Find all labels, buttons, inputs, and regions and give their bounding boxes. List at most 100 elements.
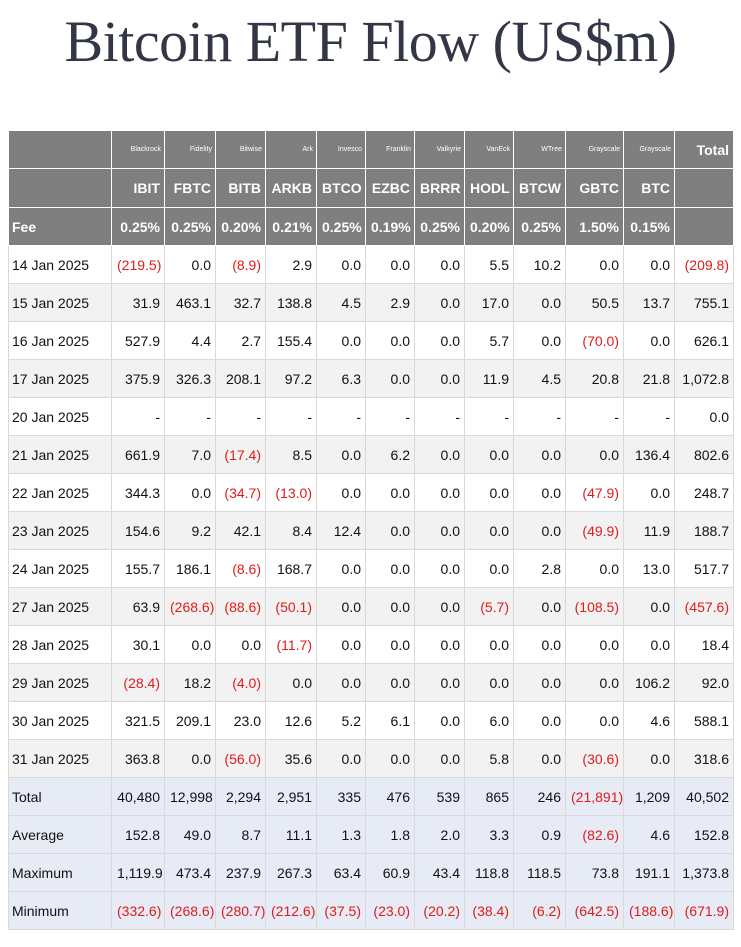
flow-cell: 155.4 bbox=[265, 321, 317, 360]
flow-cell: 0.0 bbox=[464, 435, 514, 474]
row-total-cell: 802.6 bbox=[674, 435, 734, 474]
flow-cell: 0.0 bbox=[464, 511, 514, 550]
flow-cell: 0.0 bbox=[164, 473, 216, 512]
flow-cell: (6.2) bbox=[513, 891, 566, 930]
flow-cell: (21,891) bbox=[565, 777, 624, 816]
flow-cell: (23.0) bbox=[365, 891, 415, 930]
flow-cell: 1,209 bbox=[623, 777, 675, 816]
fee-cell: 0.25% bbox=[164, 207, 216, 246]
flow-cell: (642.5) bbox=[565, 891, 624, 930]
flow-cell: 97.2 bbox=[265, 359, 317, 398]
flow-cell: 4.6 bbox=[623, 701, 675, 740]
flow-cell: - bbox=[414, 397, 465, 436]
row-total-cell: 18.4 bbox=[674, 625, 734, 664]
summary-row-label: Total bbox=[8, 777, 112, 816]
ticker-header: IBIT bbox=[111, 168, 165, 208]
flow-cell: 0.0 bbox=[365, 359, 415, 398]
fee-cell: 0.25% bbox=[316, 207, 366, 246]
flow-cell: 0.0 bbox=[464, 663, 514, 702]
flow-cell: 0.0 bbox=[316, 435, 366, 474]
flow-cell: 0.0 bbox=[623, 625, 675, 664]
flow-cell: 7.0 bbox=[164, 435, 216, 474]
flow-cell: 20.8 bbox=[565, 359, 624, 398]
flow-cell: 0.0 bbox=[513, 587, 566, 626]
flow-cell: 191.1 bbox=[623, 853, 675, 892]
flow-cell: 2.8 bbox=[513, 549, 566, 588]
flow-cell: (212.6) bbox=[265, 891, 317, 930]
flow-cell: 0.0 bbox=[513, 283, 566, 322]
flow-cell: (108.5) bbox=[565, 587, 624, 626]
row-total-cell: 0.0 bbox=[674, 397, 734, 436]
flow-cell: 63.9 bbox=[111, 587, 165, 626]
flow-cell: 237.9 bbox=[215, 853, 266, 892]
flow-cell: 6.2 bbox=[365, 435, 415, 474]
ticker-header: BRRR bbox=[414, 168, 465, 208]
table-row: 31 Jan 2025 363.8 0.0 (56.0) 35.6 0.0 0.0 0.0 5.… bbox=[8, 739, 734, 778]
flow-cell: 186.1 bbox=[164, 549, 216, 588]
table-row-label: 22 Jan 2025 bbox=[8, 473, 112, 512]
flow-cell: 60.9 bbox=[365, 853, 415, 892]
table-row-label: 29 Jan 2025 bbox=[8, 663, 112, 702]
row-total-cell: (209.8) bbox=[674, 245, 734, 284]
flow-cell: 1.3 bbox=[316, 815, 366, 854]
issuer-header: Grayscale bbox=[623, 130, 675, 169]
flow-cell: 0.0 bbox=[623, 245, 675, 284]
flow-cell: - bbox=[265, 397, 317, 436]
flow-cell: (11.7) bbox=[265, 625, 317, 664]
flow-cell: (188.6) bbox=[623, 891, 675, 930]
table-row: 15 Jan 2025 31.9 463.1 32.7 138.8 4.5 2.9 0.0 17… bbox=[8, 283, 734, 322]
flow-cell: 17.0 bbox=[464, 283, 514, 322]
table-row-label: 15 Jan 2025 bbox=[8, 283, 112, 322]
row-total-cell: 626.1 bbox=[674, 321, 734, 360]
ticker-row: IBIT FBTC BITB ARKB BTCO EZBC BRRR HODL … bbox=[8, 168, 734, 208]
table-row-label: 30 Jan 2025 bbox=[8, 701, 112, 740]
flow-cell: 43.4 bbox=[414, 853, 465, 892]
row-total-cell: 92.0 bbox=[674, 663, 734, 702]
flow-cell: 32.7 bbox=[215, 283, 266, 322]
flow-cell: 31.9 bbox=[111, 283, 165, 322]
flow-cell: (5.7) bbox=[464, 587, 514, 626]
issuer-header: Valkyrie bbox=[414, 130, 465, 169]
flow-cell: 0.0 bbox=[414, 701, 465, 740]
row-total-cell: 188.7 bbox=[674, 511, 734, 550]
table-row-label: 24 Jan 2025 bbox=[8, 549, 112, 588]
flow-cell: 0.0 bbox=[365, 245, 415, 284]
flow-cell: 2.0 bbox=[414, 815, 465, 854]
flow-cell: 375.9 bbox=[111, 359, 165, 398]
flow-cell: (280.7) bbox=[215, 891, 266, 930]
table-row-label: 20 Jan 2025 bbox=[8, 397, 112, 436]
row-total-cell: 248.7 bbox=[674, 473, 734, 512]
flow-cell: 0.0 bbox=[316, 587, 366, 626]
flow-cell: (50.1) bbox=[265, 587, 317, 626]
table-row-label: 28 Jan 2025 bbox=[8, 625, 112, 664]
flow-cell: 18.2 bbox=[164, 663, 216, 702]
etf-flow-table: Blackrock Fidelity Bitwise Ark Invesco F… bbox=[8, 130, 734, 930]
flow-cell: 106.2 bbox=[623, 663, 675, 702]
flow-cell: 5.7 bbox=[464, 321, 514, 360]
table-row-label: 27 Jan 2025 bbox=[8, 587, 112, 626]
flow-cell: 11.9 bbox=[464, 359, 514, 398]
flow-cell: (268.6) bbox=[164, 587, 216, 626]
flow-cell: (38.4) bbox=[464, 891, 514, 930]
flow-cell: 4.6 bbox=[623, 815, 675, 854]
flow-cell: 118.8 bbox=[464, 853, 514, 892]
flow-cell: 0.0 bbox=[316, 625, 366, 664]
flow-cell: 0.0 bbox=[414, 359, 465, 398]
flow-cell: (49.9) bbox=[565, 511, 624, 550]
flow-cell: (28.4) bbox=[111, 663, 165, 702]
fee-cell: 0.21% bbox=[265, 207, 317, 246]
summary-row-label: Average bbox=[8, 815, 112, 854]
flow-cell: 0.0 bbox=[365, 625, 415, 664]
fee-cell: 1.50% bbox=[565, 207, 624, 246]
flow-cell: 5.2 bbox=[316, 701, 366, 740]
flow-cell: 0.0 bbox=[414, 321, 465, 360]
table-row: 23 Jan 2025 154.6 9.2 42.1 8.4 12.4 0.0 0.0 0.0 0… bbox=[8, 511, 734, 550]
table-row: 21 Jan 2025 661.9 7.0 (17.4) 8.5 0.0 6.2 0.0 0.0… bbox=[8, 435, 734, 474]
flow-cell: (8.6) bbox=[215, 549, 266, 588]
issuer-header: WTree bbox=[513, 130, 566, 169]
flow-cell: - bbox=[365, 397, 415, 436]
table-header: Blackrock Fidelity Bitwise Ark Invesco F… bbox=[8, 130, 734, 246]
table-row: 27 Jan 2025 63.9 (268.6) (88.6) (50.1) 0.0 0.0… bbox=[8, 587, 734, 626]
fee-cell: 0.20% bbox=[464, 207, 514, 246]
flow-cell: 0.0 bbox=[365, 663, 415, 702]
